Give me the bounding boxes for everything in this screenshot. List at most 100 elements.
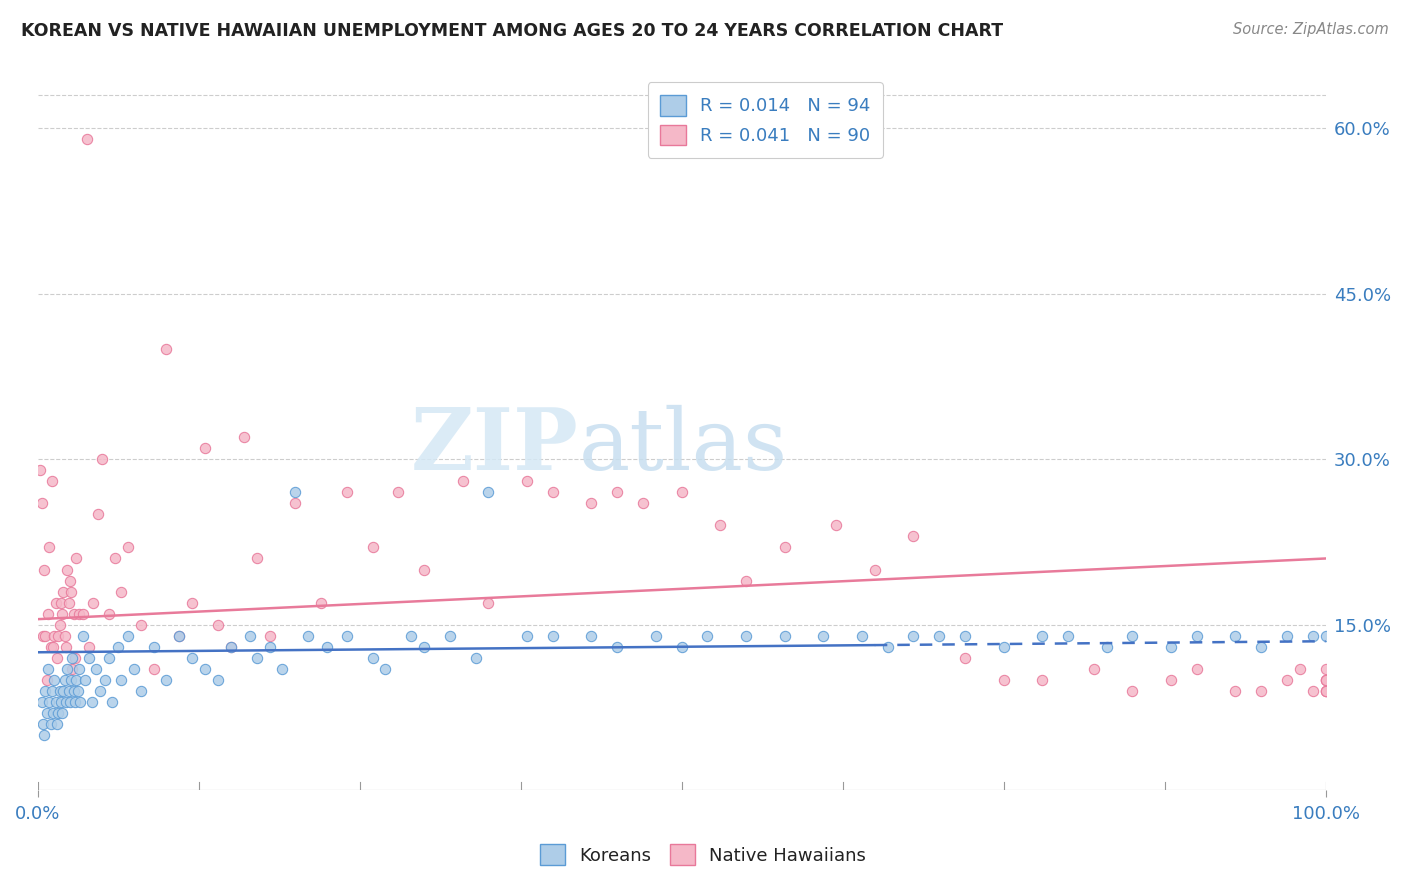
Point — [32, 562, 55, 576]
Point — [246, 551, 269, 566]
Point — [271, 662, 294, 676]
Point — [62, 607, 84, 621]
Point — [97, 607, 120, 621]
Point — [72, 607, 94, 621]
Point — [928, 629, 950, 643]
Point — [516, 475, 538, 489]
Text: KOREAN VS NATIVE HAWAIIAN UNEMPLOYMENT AMONG AGES 20 TO 24 YEARS CORRELATION CHA: KOREAN VS NATIVE HAWAIIAN UNEMPLOYMENT A… — [21, 22, 1004, 40]
Point — [1250, 684, 1272, 698]
Point — [1275, 629, 1298, 643]
Point — [439, 629, 461, 643]
Point — [169, 629, 191, 643]
Point — [194, 662, 217, 676]
Point — [1302, 629, 1324, 643]
Point — [284, 485, 307, 500]
Point — [606, 640, 628, 654]
Point — [38, 695, 60, 709]
Point — [129, 617, 152, 632]
Point — [259, 629, 281, 643]
Point — [56, 662, 79, 676]
Point — [51, 706, 73, 720]
Point — [1185, 662, 1208, 676]
Point — [813, 629, 835, 643]
Point — [35, 706, 58, 720]
Point — [41, 684, 63, 698]
Point — [107, 640, 129, 654]
Point — [49, 596, 72, 610]
Point — [1315, 684, 1337, 698]
Point — [477, 485, 499, 500]
Point — [142, 640, 165, 654]
Point — [773, 541, 796, 555]
Point — [62, 662, 84, 676]
Point — [35, 673, 58, 687]
Point — [52, 584, 75, 599]
Point — [903, 529, 925, 543]
Point — [477, 596, 499, 610]
Point — [104, 551, 127, 566]
Point — [117, 629, 139, 643]
Point — [451, 475, 474, 489]
Point — [316, 640, 339, 654]
Point — [39, 717, 62, 731]
Point — [53, 629, 76, 643]
Point — [48, 684, 70, 698]
Point — [413, 562, 436, 576]
Point — [44, 629, 66, 643]
Point — [413, 640, 436, 654]
Point — [49, 695, 72, 709]
Point — [1275, 673, 1298, 687]
Point — [671, 485, 693, 500]
Point — [67, 607, 90, 621]
Point — [46, 650, 69, 665]
Point — [541, 629, 564, 643]
Point — [631, 496, 654, 510]
Text: atlas: atlas — [579, 404, 787, 488]
Text: Source: ZipAtlas.com: Source: ZipAtlas.com — [1233, 22, 1389, 37]
Point — [48, 617, 70, 632]
Point — [464, 650, 486, 665]
Point — [1121, 684, 1143, 698]
Point — [31, 695, 53, 709]
Point — [32, 728, 55, 742]
Point — [259, 640, 281, 654]
Point — [219, 640, 242, 654]
Point — [207, 673, 229, 687]
Point — [1185, 629, 1208, 643]
Point — [44, 673, 66, 687]
Point — [1315, 684, 1337, 698]
Point — [194, 441, 217, 455]
Point — [110, 584, 132, 599]
Point — [1031, 673, 1053, 687]
Point — [31, 629, 53, 643]
Point — [46, 706, 69, 720]
Point — [63, 650, 86, 665]
Point — [1031, 629, 1053, 643]
Point — [84, 662, 107, 676]
Point — [38, 541, 60, 555]
Point — [1225, 684, 1247, 698]
Point — [336, 629, 359, 643]
Point — [1302, 684, 1324, 698]
Point — [181, 596, 204, 610]
Point — [91, 452, 114, 467]
Point — [124, 662, 146, 676]
Point — [239, 629, 262, 643]
Point — [34, 629, 56, 643]
Point — [75, 673, 97, 687]
Point — [82, 596, 104, 610]
Point — [65, 673, 87, 687]
Point — [117, 541, 139, 555]
Point — [1315, 684, 1337, 698]
Point — [1315, 673, 1337, 687]
Point — [181, 650, 204, 665]
Point — [58, 596, 80, 610]
Point — [97, 650, 120, 665]
Point — [1225, 629, 1247, 643]
Point — [72, 629, 94, 643]
Point — [1057, 629, 1080, 643]
Point — [1121, 629, 1143, 643]
Point — [51, 607, 73, 621]
Point — [1160, 673, 1182, 687]
Point — [55, 640, 77, 654]
